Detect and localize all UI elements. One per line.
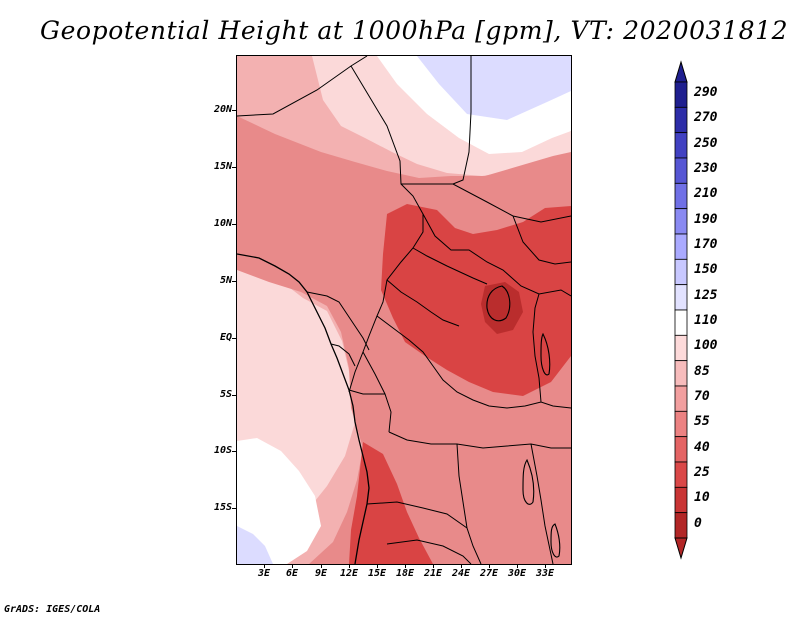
legend-swatch <box>674 258 688 286</box>
longitude-tick <box>517 564 518 568</box>
latitude-label: 15S <box>213 502 232 513</box>
legend-swatch <box>674 512 688 539</box>
legend-swatch <box>674 132 688 159</box>
legend-swatch <box>674 233 688 260</box>
legend-value-label: 150 <box>694 262 718 278</box>
latitude-label: 10N <box>213 218 232 229</box>
longitude-label: 21E <box>423 568 443 579</box>
latitude-label: EQ <box>219 332 232 343</box>
legend-swatch <box>674 410 688 438</box>
latitude-label: 5N <box>219 275 232 286</box>
chart-title: Geopotential Height at 1000hPa [gpm], VT… <box>40 16 789 45</box>
legend-swatch <box>674 436 688 463</box>
legend-swatch <box>674 334 688 362</box>
legend-swatch <box>674 360 688 387</box>
legend-swatch <box>674 309 688 336</box>
color-legend: 290 270 250 230 210 190 170 150 125 110 100 85 70 55 4… <box>670 60 760 560</box>
pale-pink-top-region <box>312 56 571 176</box>
deep-red-low-center <box>481 282 523 334</box>
latitude-tick <box>232 451 236 452</box>
legend-value-label: 10 <box>694 490 710 506</box>
latitude-tick <box>232 167 236 168</box>
legend-swatch <box>674 208 688 235</box>
longitude-label: 6E <box>285 568 299 579</box>
longitude-tick <box>489 564 490 568</box>
legend-swatch <box>674 284 688 311</box>
longitude-label: 3E <box>257 568 271 579</box>
legend-value-label: 55 <box>694 414 710 430</box>
longitude-tick <box>433 564 434 568</box>
legend-value-label: 70 <box>694 389 710 404</box>
legend-value-label: 85 <box>694 363 710 379</box>
latitude-label: 5S <box>219 389 232 400</box>
latitude-tick <box>232 110 236 111</box>
latitude-label: 10S <box>213 445 232 456</box>
map-canvas <box>237 56 571 564</box>
latitude-label: 15N <box>213 161 232 172</box>
latitude-tick <box>232 508 236 509</box>
longitude-tick <box>349 564 350 568</box>
longitude-tick <box>264 564 265 568</box>
legend-colorbar <box>674 60 688 560</box>
legend-bottom-cap <box>674 537 688 560</box>
legend-value-label: 100 <box>694 338 718 354</box>
legend-top-cap <box>674 60 688 83</box>
longitude-label: 18E <box>395 568 415 579</box>
legend-value-label: 250 <box>694 135 718 151</box>
longitude-label: 15E <box>367 568 387 579</box>
legend-value-label: 40 <box>694 439 710 455</box>
latitude-tick <box>232 338 236 339</box>
legend-value-label: 230 <box>694 161 718 176</box>
longitude-label: 30E <box>507 568 527 579</box>
longitude-tick <box>321 564 322 568</box>
legend-value-label: 290 <box>694 85 718 100</box>
coastline <box>237 253 370 564</box>
legend-value-label: 110 <box>694 313 718 328</box>
red-south-region <box>349 442 433 564</box>
latitude-tick <box>232 395 236 396</box>
longitude-tick <box>377 564 378 568</box>
legend-swatch <box>674 486 688 514</box>
longitude-tick <box>461 564 462 568</box>
longitude-tick <box>545 564 546 568</box>
longitude-tick <box>405 564 406 568</box>
red-low-pressure-region <box>381 204 571 396</box>
legend-value-label: 190 <box>694 211 718 227</box>
lake-outlines <box>486 285 561 558</box>
legend-value-label: 125 <box>694 287 718 303</box>
latitude-tick <box>232 281 236 282</box>
legend-value-label: 170 <box>694 237 718 252</box>
white-band-region <box>347 56 571 164</box>
country-borders <box>237 56 571 564</box>
geopotential-height-map <box>236 55 572 565</box>
legend-swatch <box>674 182 688 210</box>
legend-value-label: 270 <box>694 110 718 126</box>
footer-credit: GrADS: IGES/COLA <box>4 604 101 615</box>
longitude-label: 12E <box>339 568 359 579</box>
latitude-tick <box>232 224 236 225</box>
legend-value-label: 210 <box>694 186 718 202</box>
legend-swatch <box>674 157 688 184</box>
longitude-label: 33E <box>535 568 555 579</box>
legend-swatch <box>674 461 688 488</box>
longitude-label: 24E <box>451 568 471 579</box>
legend-value-label: 25 <box>694 465 710 480</box>
longitude-label: 9E <box>314 568 328 579</box>
longitude-tick <box>292 564 293 568</box>
white-ocean-region <box>237 438 321 564</box>
longitude-label: 27E <box>479 568 499 579</box>
lavender-corner-region <box>237 526 273 564</box>
latitude-label: 20N <box>213 104 232 115</box>
legend-swatch <box>674 385 688 412</box>
legend-swatch <box>674 81 688 108</box>
legend-swatch <box>674 106 688 134</box>
legend-value-label: 0 <box>694 515 702 531</box>
